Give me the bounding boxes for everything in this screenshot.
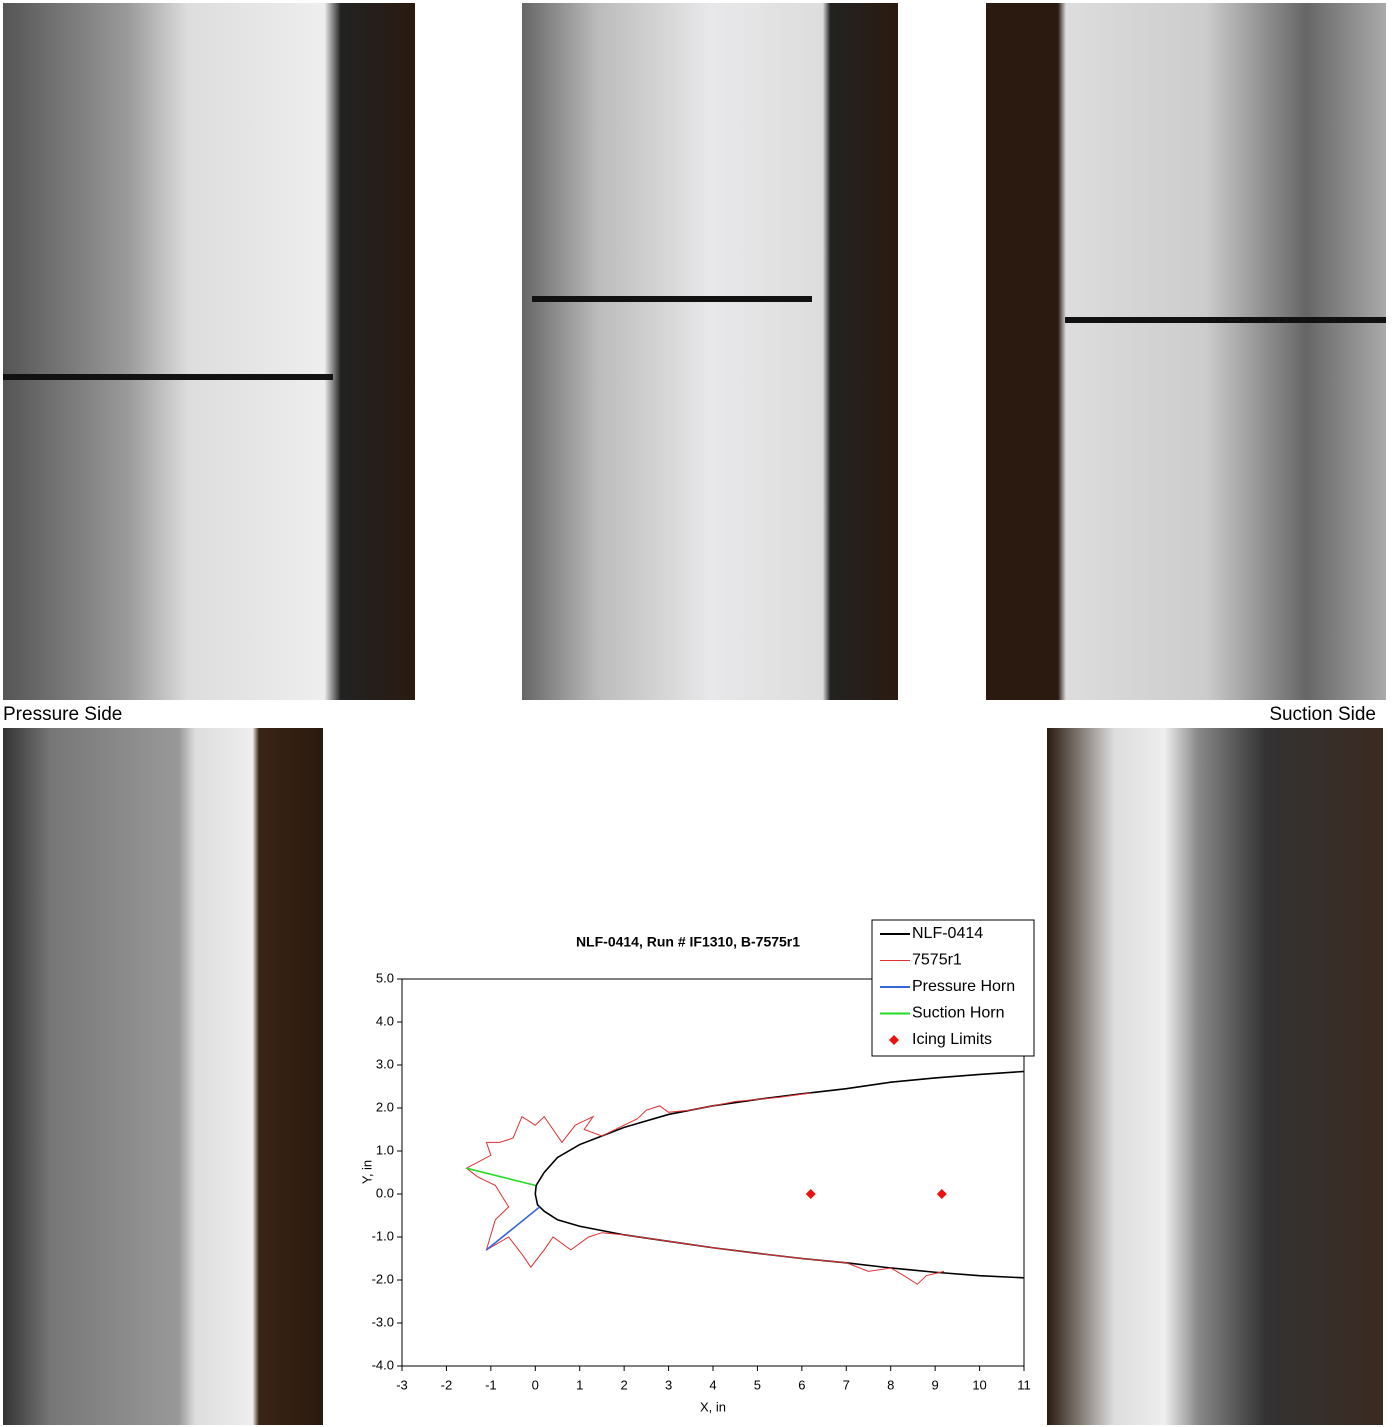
x-tick-label: 2	[621, 1377, 628, 1392]
photo	[986, 3, 1386, 700]
x-tick-label: 9	[932, 1377, 939, 1392]
x-tick-label: 5	[754, 1377, 761, 1392]
y-tick-label: 0.0	[376, 1185, 394, 1200]
y-tick-label: -2.0	[372, 1271, 394, 1286]
caption: Pressure Side	[3, 704, 122, 725]
y-tick-label: 2.0	[376, 1099, 394, 1114]
y-axis-label: Y, in	[359, 1160, 374, 1184]
legend-label: NLF-0414	[912, 925, 983, 942]
y-tick-label: -3.0	[372, 1314, 394, 1329]
page: Pressure Side Suction Side NLF-0414, Run…	[0, 0, 1397, 1427]
x-tick-label: 0	[532, 1377, 539, 1392]
x-tick-label: 7	[843, 1377, 850, 1392]
y-tick-label: 5.0	[376, 970, 394, 985]
photo-gap	[3, 374, 333, 380]
photo	[1047, 728, 1383, 1425]
caption: Suction Side	[1269, 704, 1376, 725]
x-axis-label: X, in	[700, 1399, 726, 1414]
x-tick-label: 3	[665, 1377, 672, 1392]
legend-label: Suction Horn	[912, 1005, 1005, 1022]
figure: Pressure Side Suction Side NLF-0414, Run…	[0, 0, 1397, 1427]
legend-label: Pressure Horn	[912, 978, 1015, 995]
x-tick-label: 4	[709, 1377, 716, 1392]
y-tick-label: -1.0	[372, 1228, 394, 1243]
photo-gap	[532, 296, 812, 302]
x-tick-label: 8	[887, 1377, 894, 1392]
legend-label: Icing Limits	[912, 1031, 992, 1048]
photo	[3, 728, 323, 1425]
legend-label: 7575r1	[912, 952, 962, 969]
photo	[522, 3, 898, 700]
x-tick-label: -3	[396, 1377, 408, 1392]
x-tick-label: 1	[576, 1377, 583, 1392]
y-tick-label: 4.0	[376, 1013, 394, 1028]
x-tick-label: 6	[798, 1377, 805, 1392]
x-tick-label: -2	[441, 1377, 453, 1392]
photo-gap	[1065, 317, 1386, 323]
x-tick-label: 10	[972, 1377, 986, 1392]
photo	[3, 3, 415, 700]
y-tick-label: 3.0	[376, 1056, 394, 1071]
chart-title: NLF-0414, Run # IF1310, B-7575r1	[576, 934, 800, 950]
y-tick-label: -4.0	[372, 1357, 394, 1372]
x-tick-label: 11	[1017, 1377, 1031, 1392]
x-tick-label: -1	[485, 1377, 497, 1392]
y-tick-label: 1.0	[376, 1142, 394, 1157]
